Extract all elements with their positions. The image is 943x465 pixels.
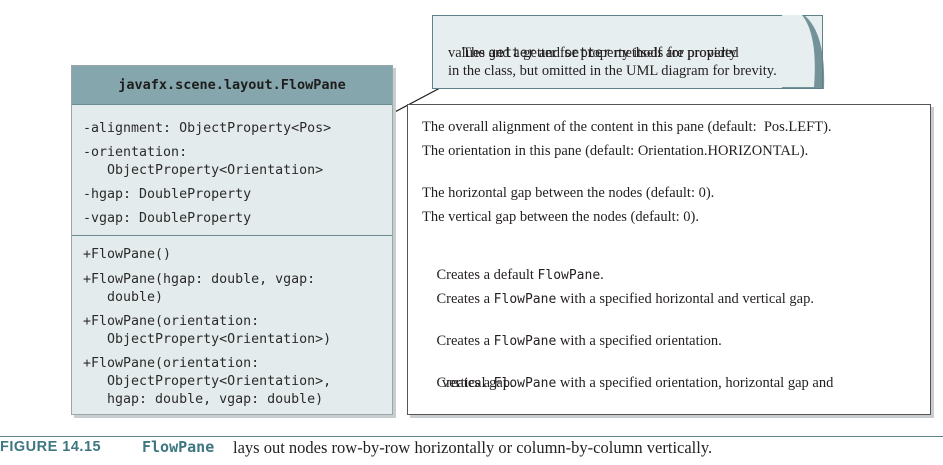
description-box: The overall alignment of the content in … [407,104,931,415]
desc-ctor-full: Creates a FlowPane with a specified orie… [436,375,834,391]
note-line-3: in the class, but omitted in the UML dia… [448,63,777,79]
uml-method-cont: double) [83,290,164,305]
uml-attribute: -alignment: ObjectProperty<Pos> [83,121,332,136]
figure-caption-text: lays out nodes row-by-row horizontally o… [233,438,713,457]
uml-method-cont: ObjectProperty<Orientation>, [83,374,332,389]
uml-method: +FlowPane(orientation: [83,356,260,371]
uml-method: +FlowPane(orientation: [83,314,260,329]
desc-vgap: The vertical gap between the nodes (defa… [422,209,699,225]
uml-method: +FlowPane(hgap: double, vgap: [83,272,316,287]
uml-methods-section: +FlowPane() +FlowPane(hgap: double, vgap… [72,236,392,416]
note-curl-decoration [782,15,825,89]
desc-hgap: The horizontal gap between the nodes (de… [422,185,715,201]
uml-attribute: -hgap: DoubleProperty [83,187,252,202]
uml-attribute: -vgap: DoubleProperty [83,211,252,226]
desc-alignment: The overall alignment of the content in … [422,119,832,135]
uml-class-name: javafx.scene.layout.FlowPane [72,66,392,105]
callout-note: The getter and setter methods for proper… [432,15,823,89]
figure-class-name: FlowPane [142,438,215,456]
note-line-1: The getter and setter methods for proper… [462,45,737,61]
uml-attribute-cont: ObjectProperty<Orientation> [83,163,324,178]
figure-label: FIGURE 14.15 [0,439,102,455]
uml-class-box: javafx.scene.layout.FlowPane -alignment:… [71,65,393,415]
note-line-2: values and a getter for property itself … [448,45,739,61]
desc-ctor-gaps: Creates a FlowPane with a specified hori… [436,291,814,307]
desc-orientation: The orientation in this pane (default: O… [422,143,809,159]
figure-caption: FIGURE 14.15 FlowPane lays out nodes row… [0,436,943,460]
desc-ctor-orientation: Creates a FlowPane with a specified orie… [436,333,722,349]
desc-ctor-default: Creates a default FlowPane. [436,267,604,283]
uml-method-cont: ObjectProperty<Orientation>) [83,332,332,347]
uml-attribute: -orientation: [83,145,188,160]
uml-method: +FlowPane() [83,247,172,262]
uml-attributes-section: -alignment: ObjectProperty<Pos> -orienta… [72,105,392,236]
desc-ctor-full-cont: vertical gap. [442,375,514,391]
uml-method-cont: hgap: double, vgap: double) [83,392,324,407]
